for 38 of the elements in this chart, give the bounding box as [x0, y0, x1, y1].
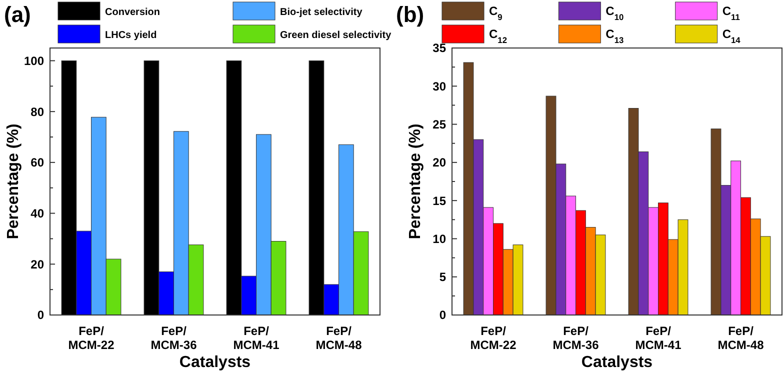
y-tick-label: 40 — [30, 206, 44, 220]
x-tick-label: FeP/ MCM-48 — [316, 324, 362, 352]
x-tick-label: FeP/ MCM-41 — [233, 324, 280, 352]
legend-label: Green diesel selectivity — [280, 30, 392, 41]
legend-label: Bio-jet selectivity — [280, 7, 363, 18]
y-tick-label: 25 — [432, 117, 446, 132]
chart-title: (b) — [396, 2, 424, 27]
x-axis-title: Catalysts — [179, 354, 251, 371]
legend-label: LHCs yield — [105, 30, 157, 41]
legend-label: C$_{11}$ — [722, 4, 740, 22]
y-tick-label: 15 — [432, 194, 446, 208]
y-axis-title: Percentage (%) — [407, 124, 424, 240]
x-axis-title: Catalysts — [581, 354, 653, 371]
legend-label: Conversion — [105, 7, 160, 18]
legend-label: C$_{9}$ — [489, 4, 503, 22]
x-tick-label: FeP/ MCM-22 — [470, 324, 517, 352]
x-tick-label: FeP/ MCM-22 — [68, 324, 115, 352]
y-tick-label: 0 — [37, 308, 44, 322]
y-tick-label: 0 — [439, 308, 446, 322]
y-tick-label: 60 — [30, 156, 44, 170]
chart-title: (a) — [4, 2, 31, 27]
x-tick-label: FeP/ MCM-48 — [718, 324, 764, 352]
legend-label: C$_{14}$ — [722, 27, 741, 45]
y-tick-label: 30 — [432, 79, 446, 94]
legend-label: C$_{12}$ — [489, 27, 508, 45]
x-tick-label: FeP/ MCM-36 — [552, 324, 600, 352]
y-tick-label: 5 — [439, 270, 446, 284]
x-tick-label: FeP/ MCM-41 — [635, 324, 682, 352]
y-tick-label: 10 — [432, 232, 446, 246]
y-tick-label: 100 — [24, 54, 44, 68]
y-axis-title: Percentage (%) — [5, 124, 22, 240]
y-tick-label: 80 — [30, 104, 44, 119]
x-tick-label: FeP/ MCM-36 — [150, 324, 198, 352]
legend-label: C$_{13}$ — [606, 27, 624, 45]
y-tick-label: 20 — [30, 257, 44, 272]
legend-label: C$_{10}$ — [606, 4, 624, 22]
y-tick-label: 20 — [432, 156, 446, 170]
y-tick-label: 35 — [432, 41, 446, 56]
